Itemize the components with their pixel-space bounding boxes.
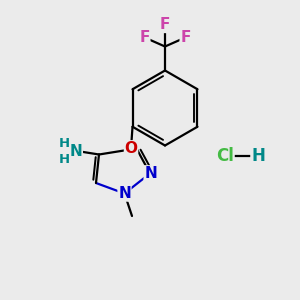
Text: F: F <box>140 30 150 45</box>
Text: N: N <box>144 166 157 181</box>
Text: F: F <box>160 17 170 32</box>
Text: H: H <box>59 153 70 167</box>
Text: N: N <box>70 144 82 159</box>
Text: H: H <box>251 147 265 165</box>
Text: Cl: Cl <box>216 147 234 165</box>
Text: N: N <box>118 186 131 201</box>
Text: H: H <box>59 136 70 150</box>
Text: F: F <box>180 30 190 45</box>
Text: O: O <box>124 141 137 156</box>
